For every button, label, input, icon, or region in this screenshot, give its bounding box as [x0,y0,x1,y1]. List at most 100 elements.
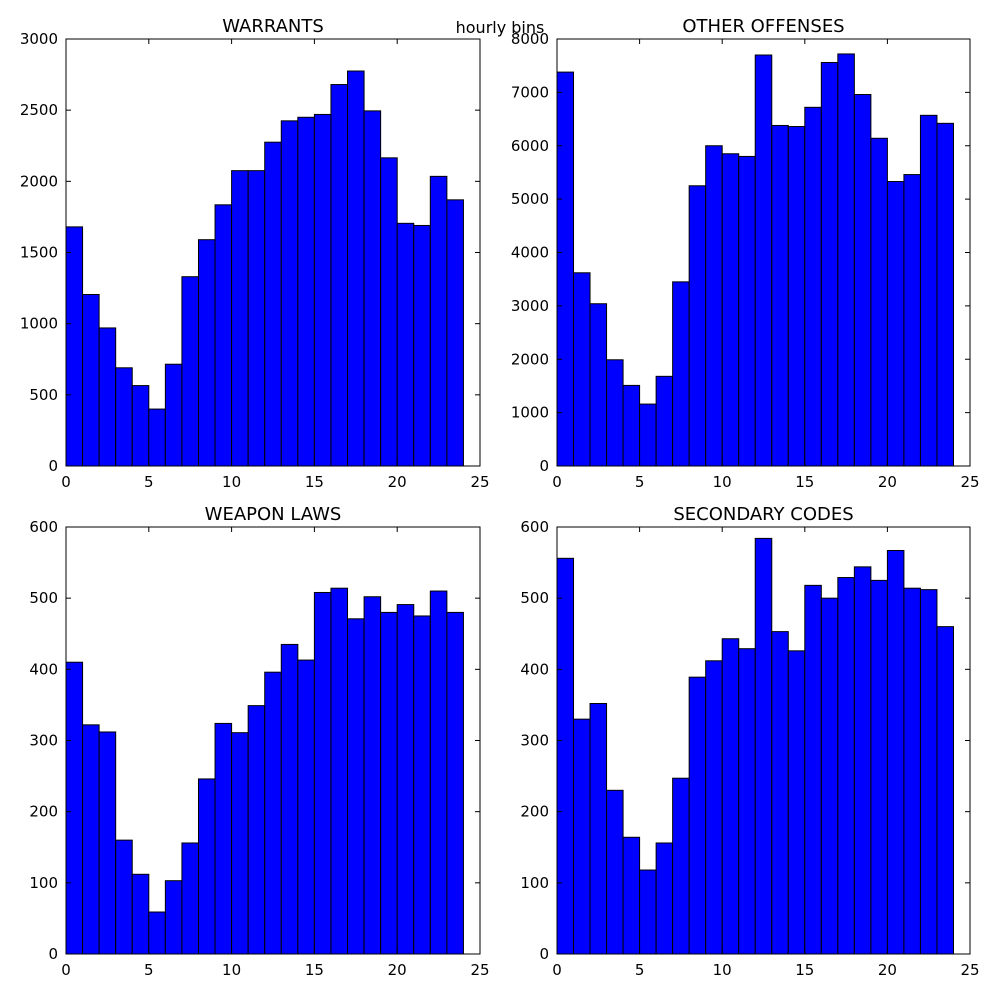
histogram-bar [413,615,431,955]
histogram-bar [65,226,84,467]
y-tick-label: 1500 [20,244,58,262]
histogram-bar [787,650,806,955]
y-tick-label: 3000 [511,297,549,315]
histogram-bar [870,137,888,467]
panel-title: OTHER OFFENSES [682,16,844,37]
panel-3: 0 5 10 15 20 25 0 100 200 300 400 500 600 WEAPON LAWS [29,504,489,979]
histogram-bar [98,327,117,467]
panel-1: 0 5 10 15 20 25 0 500 1000 1500 2000 2500 3000 WARRAN… [20,16,490,491]
histogram-bar [738,648,756,955]
x-tick-label: 15 [305,473,324,491]
figure-suptitle: hourly bins [455,18,545,37]
histogram-bar [886,181,905,467]
histogram-bar [672,777,690,955]
histogram-bar [573,718,591,955]
histogram-bar [98,731,117,955]
x-tick-label: 0 [552,473,562,491]
x-tick-label: 20 [878,473,897,491]
histogram-bar [297,116,315,467]
histogram-bar [214,722,233,955]
histogram-bar [936,122,954,467]
histogram-bar [771,124,789,467]
y-tick-label: 200 [29,803,58,821]
histogram-bar [214,204,233,467]
y-tick-label: 1000 [511,404,549,422]
histogram-bar [264,671,282,955]
histogram-bar [131,873,150,955]
y-tick-label: 600 [520,518,549,536]
histogram-bar [820,61,839,467]
histogram-bar [837,53,855,467]
x-tick-label: 25 [960,961,979,979]
histogram-bar [886,549,905,955]
histogram-bar [903,587,921,955]
x-tick-label: 5 [635,961,645,979]
histogram-bar [429,590,448,955]
histogram-bar [197,778,216,955]
x-tick-label: 20 [388,473,407,491]
y-tick-label: 100 [29,874,58,892]
histogram-bar [738,155,756,467]
histogram-bar [870,579,888,955]
y-tick-label: 5000 [511,190,549,208]
panel-4: 0 5 10 15 20 25 0 100 200 300 400 500 600 SECONDARY C… [520,504,979,979]
histogram-bar [804,106,822,467]
histogram-bar [247,170,266,467]
panel-2: 0 5 10 15 20 25 0 1000 2000 3000 4000 5000 6000 7000 8… [511,16,980,491]
histogram-bar [639,403,657,467]
histogram-bar [639,869,657,955]
histogram-bar [754,537,773,955]
histogram-bar [589,303,608,467]
histogram-bar [903,174,921,467]
y-tick-label: 600 [29,518,58,536]
x-tick-label: 15 [795,961,814,979]
x-tick-label: 0 [552,961,562,979]
histogram-bar [313,591,332,955]
histogram-bar [148,911,166,955]
histogram-bar [820,597,839,955]
y-tick-label: 0 [48,945,58,963]
histogram-bar [446,199,464,467]
histogram-bar [754,54,773,467]
y-tick-label: 500 [29,386,58,404]
histogram-bar [655,842,674,955]
histogram-bar [148,408,166,467]
histogram-bar [131,385,150,467]
x-tick-label: 10 [222,473,241,491]
histogram-bar [413,224,431,467]
histogram-bar [164,880,183,955]
y-tick-label: 2000 [20,172,58,190]
histogram-bar [688,185,707,467]
y-tick-label: 2500 [20,101,58,119]
histogram-bar [936,626,954,955]
x-tick-label: 10 [713,961,732,979]
histogram-bar [396,604,415,955]
histogram-bar [721,638,740,955]
histogram-bar [688,676,707,955]
histogram-bar [705,145,723,467]
y-tick-label: 300 [520,732,549,750]
histogram-bar [347,618,365,955]
histogram-bar [919,114,938,467]
histogram-bar [622,836,641,955]
x-tick-label: 25 [470,961,489,979]
histogram-bar [396,222,415,467]
histogram-bar [380,157,398,467]
histogram-bar [837,577,855,955]
y-tick-label: 4000 [511,244,549,262]
x-tick-label: 5 [144,961,154,979]
x-tick-label: 25 [960,473,979,491]
y-tick-label: 500 [520,589,549,607]
histogram-bar [115,367,133,467]
histogram-bar [197,239,216,467]
histogram-bar [672,281,690,467]
histogram-bar [330,587,349,955]
histogram-bar [622,384,641,467]
histogram-bar [655,375,674,467]
y-tick-label: 1000 [20,315,58,333]
histogram-bar [919,589,938,955]
histogram-bar [347,70,365,467]
histogram-bar [247,705,266,955]
histogram-bar [330,84,349,467]
